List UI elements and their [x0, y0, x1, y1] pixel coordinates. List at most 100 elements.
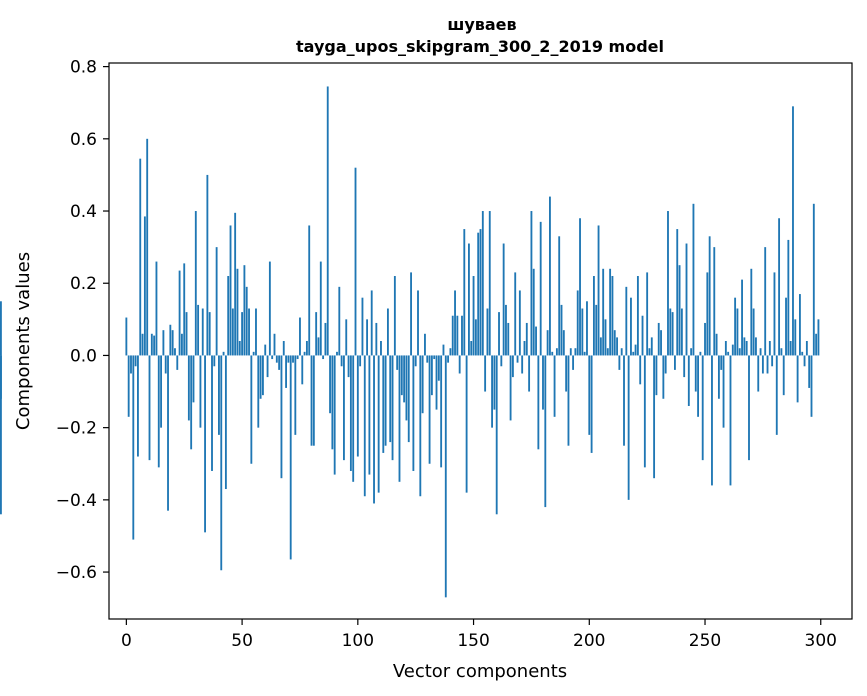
- bar-258: [722, 355, 725, 428]
- bar-240: [680, 308, 683, 356]
- bar-170: [518, 290, 521, 356]
- bar-29: [192, 355, 195, 403]
- bar-193: [572, 355, 575, 370]
- bar-276: [764, 247, 767, 356]
- bar-177: [535, 326, 537, 356]
- bar-256: [717, 355, 720, 399]
- bar-83: [317, 337, 320, 356]
- bar-undefined: [0, 301, 2, 356]
- bar-146: [463, 229, 466, 356]
- bar-114: [389, 355, 392, 443]
- bar-204: [597, 225, 600, 356]
- bar-95: [345, 319, 348, 356]
- bar-216: [625, 286, 628, 356]
- bar-281: [775, 355, 778, 435]
- bar-57: [257, 355, 260, 428]
- bar-22: [176, 355, 179, 370]
- bar-162: [500, 355, 503, 367]
- bar-79: [308, 225, 311, 356]
- bar-225: [646, 272, 649, 356]
- x-axis-ticks: 0 50 100 150 200 250 300: [121, 619, 837, 651]
- bar-52: [245, 286, 248, 356]
- bar-113: [386, 308, 389, 356]
- bar-169: [516, 355, 519, 363]
- bar-23: [178, 270, 181, 356]
- bar-71: [289, 355, 292, 560]
- bar-131: [428, 355, 431, 464]
- bar-81: [312, 355, 315, 446]
- bar-88: [329, 355, 331, 414]
- bar-144: [458, 355, 461, 374]
- bar-94: [343, 355, 345, 461]
- chart-title: шуваев: [447, 15, 516, 34]
- bar-84: [319, 261, 322, 356]
- bar-234: [667, 211, 669, 356]
- bar-91: [336, 351, 338, 356]
- bar-244: [690, 348, 693, 356]
- bar-124: [412, 355, 415, 471]
- bar-236: [671, 312, 674, 356]
- bar-97: [349, 355, 352, 471]
- bar-78: [305, 341, 308, 356]
- bar-228: [653, 355, 656, 479]
- y-axis-label: Components values: [13, 252, 34, 430]
- bar-145: [461, 315, 463, 356]
- bar-undefined: [0, 355, 2, 399]
- bar-160: [495, 355, 498, 515]
- bar-227: [650, 337, 653, 356]
- bar-257: [720, 355, 723, 370]
- bar-69: [285, 355, 287, 388]
- bar-147: [465, 355, 468, 493]
- plot-area-frame: [108, 62, 853, 620]
- bar-250: [704, 322, 706, 356]
- bar-286: [787, 239, 790, 356]
- bar-163: [502, 243, 505, 356]
- bar-230: [657, 322, 660, 356]
- bar-65: [275, 355, 278, 363]
- bar-269: [748, 355, 750, 461]
- bar-179: [539, 221, 542, 356]
- bar-111: [382, 355, 385, 453]
- x-tick-label: 100: [342, 631, 374, 651]
- bar-229: [655, 355, 658, 396]
- bar-156: [486, 308, 489, 356]
- bar-164: [505, 304, 507, 356]
- bar-127: [419, 355, 422, 497]
- bar-62: [268, 261, 271, 356]
- bar-293: [803, 355, 806, 367]
- bar-266: [741, 279, 743, 356]
- bar-135: [437, 355, 440, 381]
- bar-211: [613, 330, 616, 356]
- bar-253: [711, 355, 713, 486]
- bar-277: [766, 355, 769, 374]
- bar-1: [127, 355, 130, 417]
- bar-37: [211, 355, 213, 471]
- x-tick-label: 50: [231, 631, 253, 651]
- bar-213: [618, 355, 621, 370]
- bar-273: [757, 355, 760, 392]
- bar-221: [636, 276, 639, 356]
- bar-186: [555, 348, 558, 356]
- bar-26: [185, 312, 188, 356]
- bar-99: [354, 167, 357, 356]
- bar-33: [201, 308, 204, 356]
- bar-202: [592, 276, 595, 356]
- bars-group: [0, 86, 820, 598]
- bar-138: [444, 355, 447, 598]
- bar-77: [303, 351, 306, 356]
- bar-16: [162, 330, 165, 356]
- bar-73: [294, 355, 297, 435]
- bar-154: [481, 211, 484, 356]
- bar-8: [143, 216, 146, 356]
- bar-112: [384, 355, 387, 446]
- bar-285: [785, 297, 787, 356]
- bar-255: [715, 333, 718, 356]
- bar-67: [280, 355, 283, 479]
- bar-121: [405, 355, 408, 421]
- bar-249: [701, 355, 704, 461]
- bar-242: [685, 243, 688, 356]
- bar-148: [468, 243, 470, 356]
- bar-27: [187, 355, 190, 421]
- bar-151: [474, 319, 477, 356]
